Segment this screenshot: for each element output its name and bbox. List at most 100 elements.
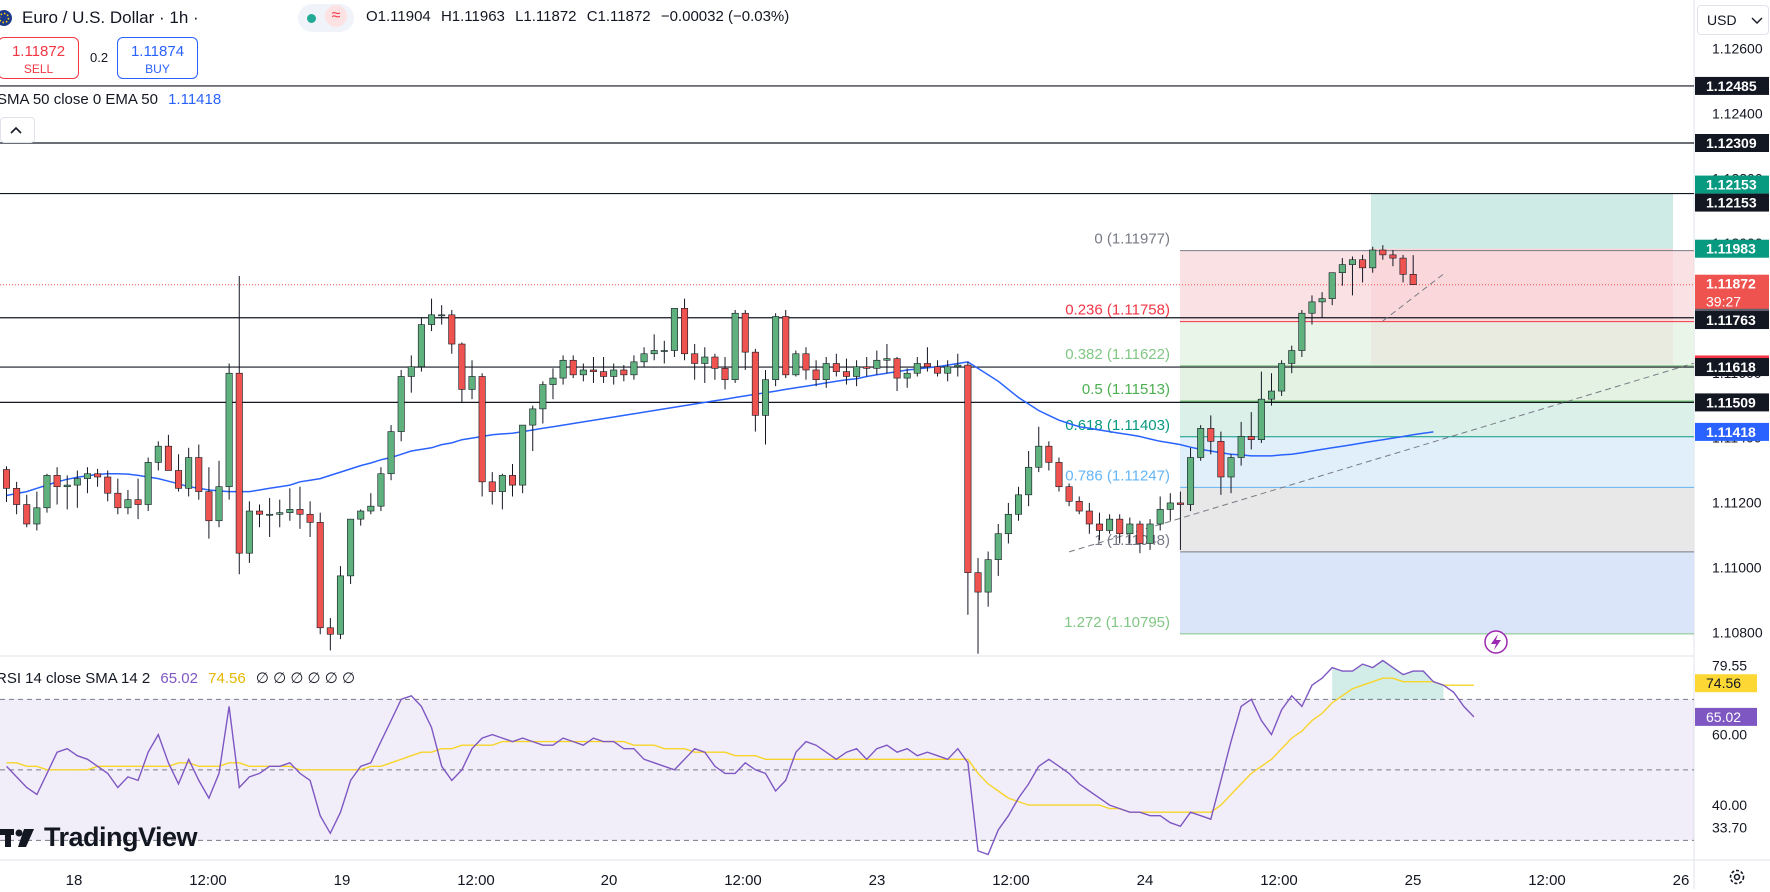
candle [873,350,881,375]
candle [508,464,516,497]
candle-body-up [701,356,709,364]
candle [923,347,931,372]
candle [458,342,466,403]
candle [1348,256,1356,296]
candle-body-down [2,469,11,489]
symbol-title[interactable]: Euro / U.S. Dollar · 1h · [22,8,199,27]
candle [1268,373,1276,406]
candle [488,472,496,505]
candle [934,360,942,377]
candle-body-up [1348,259,1356,265]
candle [73,470,81,508]
candle [104,470,112,502]
candle-body-up [185,457,193,489]
candle [144,457,152,512]
candle [681,298,689,361]
ma-legend[interactable]: SMA 50 close 0 EMA 50 1.11418 [0,91,221,108]
candle [43,473,51,513]
candle-body-up [660,350,668,352]
candle [772,313,780,387]
candle-body-up [73,478,81,486]
price-axis-badge: 1.12153 [1695,193,1769,212]
rsi-legend-value: 65.02 [160,670,198,687]
candle [83,467,91,494]
collapse-chevron-icon [10,126,22,134]
rsi-legend[interactable]: RSI 14 close SMA 14 2 65.02 74.56 ∅ ∅ ∅ … [0,669,355,687]
candle-body-up [529,408,537,426]
candle [387,425,395,481]
candle [296,486,304,529]
price-tick-label: 1.11000 [1712,559,1762,575]
price-tick-label: 1.12600 [1712,41,1763,57]
candle [1065,483,1073,507]
ohlc-high: H1.11963 [440,8,505,25]
candle [984,551,992,607]
candle [134,478,142,520]
candle-body-down [751,351,759,416]
collapse-legend-button[interactable] [0,117,35,143]
candle [1278,360,1286,396]
candle [1187,447,1195,512]
candle [589,357,597,383]
candle-body-up [336,575,344,635]
candle-body-up [154,445,162,463]
candle-body-up [63,484,71,488]
tradingview-logo[interactable]: TradingView [0,822,198,856]
candle-body-up [124,499,132,509]
status-pill[interactable]: ≈ [298,4,354,32]
candle [853,360,861,387]
candle [235,275,243,575]
candle [164,434,172,471]
candle-body-up [1106,518,1114,531]
sell-button[interactable]: 1.11872 SELL [0,37,79,79]
time-tick-label: 12:00 [189,872,227,889]
candle [175,454,183,492]
candle [1166,493,1174,521]
candle-body-down [1116,518,1124,535]
candle-body-up [1268,390,1276,400]
candle-body-up [1126,523,1134,535]
candle [205,467,213,539]
candle-body-down [195,457,203,492]
time-tick-label: 12:00 [992,872,1030,889]
candle [13,481,21,515]
price-axis-badge-bg [1695,422,1769,441]
candle-body-up [640,353,648,363]
candle [1409,255,1417,285]
candle-body-up [984,559,992,593]
currency-select[interactable]: USD [1697,5,1769,35]
candle [1116,514,1124,544]
candle-body-up [407,366,415,377]
price-axis-badge: 1.12485 [1695,76,1769,95]
candle [468,360,476,400]
candle [336,566,344,640]
candle [1328,272,1336,306]
rsi-tick-label: 60.00 [1712,727,1747,743]
candle-body-down [53,475,61,488]
candle-body-down [1075,501,1083,512]
candle-body-down [326,627,334,635]
candle-body-up [144,462,152,505]
candle-body-down [316,522,324,629]
price-axis-badge: 1.11983 [1695,239,1769,258]
rsi-axis-badge-text: 74.56 [1706,675,1741,691]
candle [276,499,284,528]
buy-button[interactable]: 1.11874 BUY [117,37,198,79]
candle [721,357,729,390]
candle-body-down [1207,428,1215,442]
settings-button[interactable] [1727,867,1747,892]
candle [863,357,871,377]
rsi-axis-badge: 65.02 [1695,707,1757,726]
currency-value: USD [1707,12,1737,28]
candle [357,509,365,526]
candle [842,358,850,385]
candle-body-down [164,445,172,471]
candle-body-up [438,314,446,317]
candle [731,309,739,383]
candle [1136,520,1144,554]
time-tick-label: 12:00 [1528,872,1566,889]
candle-body-up [215,486,223,522]
candle-body-up [549,377,557,385]
candle [1045,441,1053,471]
